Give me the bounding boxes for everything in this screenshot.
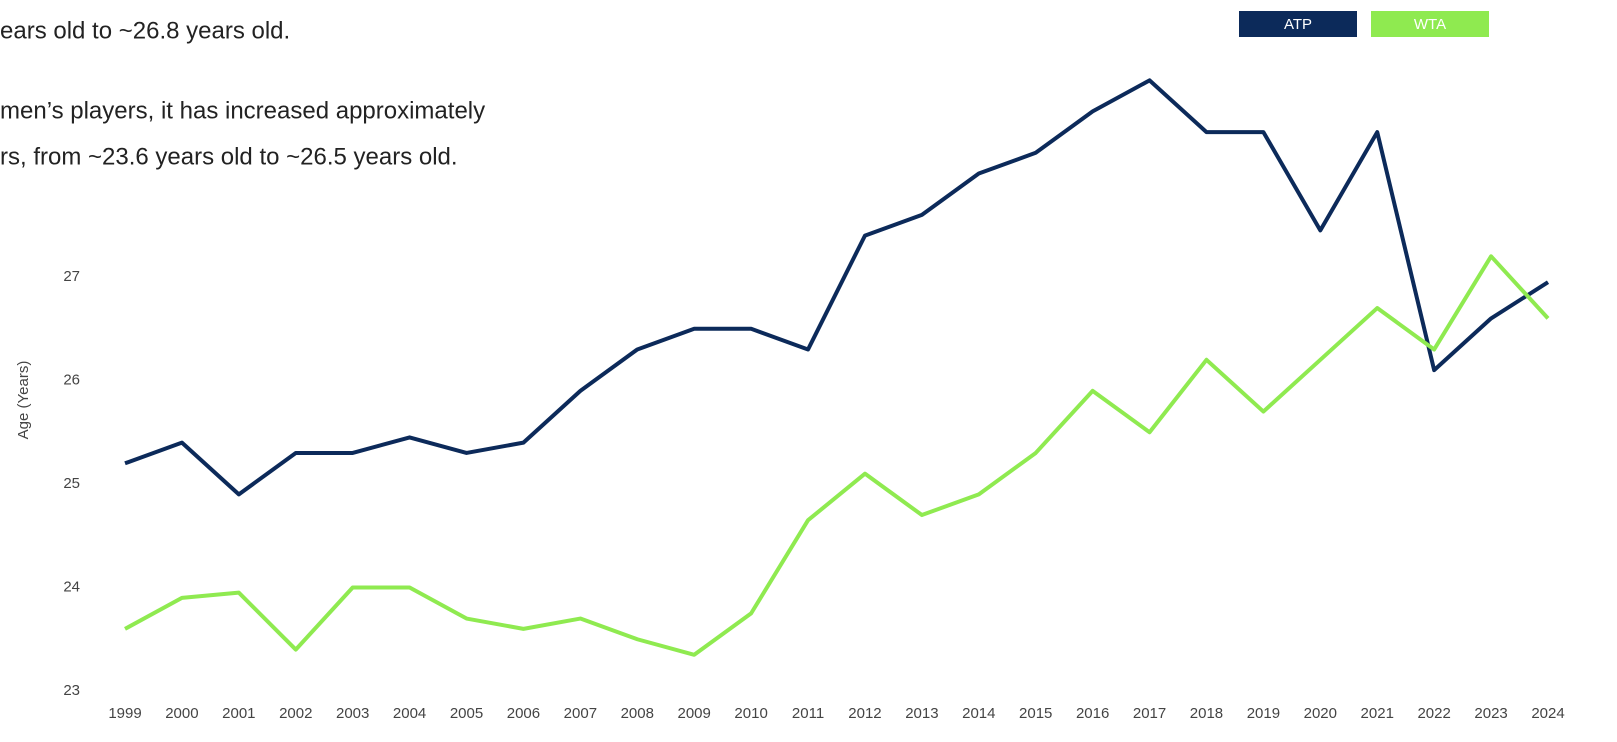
x-tick-label: 2021 xyxy=(1361,705,1394,722)
x-tick-label: 2007 xyxy=(564,705,597,722)
x-tick-label: 2018 xyxy=(1190,705,1223,722)
intro-text: rs, from ~23.6 years old to ~26.5 years … xyxy=(0,143,458,170)
x-tick-label: 2015 xyxy=(1019,705,1052,722)
x-tick-label: 2020 xyxy=(1304,705,1337,722)
y-tick-label: 27 xyxy=(63,268,80,285)
x-tick-label: 2013 xyxy=(905,705,938,722)
x-tick-label: 2004 xyxy=(393,705,426,722)
x-tick-label: 2005 xyxy=(450,705,483,722)
x-tick-label: 2016 xyxy=(1076,705,1109,722)
x-tick-label: 2012 xyxy=(848,705,881,722)
x-tick-label: 2010 xyxy=(734,705,767,722)
intro-text: ears old to ~26.8 years old. xyxy=(0,17,290,44)
x-tick-label: 2011 xyxy=(792,705,824,722)
y-tick-label: 23 xyxy=(63,682,80,699)
legend-label: WTA xyxy=(1414,16,1446,33)
x-tick-label: 2023 xyxy=(1474,705,1507,722)
x-tick-label: 2006 xyxy=(507,705,540,722)
x-tick-label: 2001 xyxy=(222,705,255,722)
x-tick-label: 1999 xyxy=(108,705,141,722)
x-tick-label: 2014 xyxy=(962,705,995,722)
intro-text: men’s players, it has increased approxim… xyxy=(0,97,485,124)
x-tick-label: 2008 xyxy=(621,705,654,722)
y-tick-label: 26 xyxy=(63,371,80,388)
x-tick-label: 2024 xyxy=(1531,705,1564,722)
y-axis-label: Age (Years) xyxy=(15,361,32,440)
x-tick-label: 2000 xyxy=(165,705,198,722)
y-tick-label: 24 xyxy=(63,578,80,595)
x-tick-label: 2019 xyxy=(1247,705,1280,722)
x-tick-label: 2002 xyxy=(279,705,312,722)
legend-swatch xyxy=(1371,11,1489,37)
x-tick-label: 2017 xyxy=(1133,705,1166,722)
x-tick-label: 2022 xyxy=(1417,705,1450,722)
legend-label: ATP xyxy=(1284,16,1312,33)
line-series xyxy=(124,254,1550,657)
legend-swatch xyxy=(1239,11,1357,37)
x-tick-label: 2003 xyxy=(336,705,369,722)
line-series xyxy=(124,78,1550,497)
y-tick-label: 25 xyxy=(63,475,80,492)
x-tick-label: 2009 xyxy=(678,705,711,722)
